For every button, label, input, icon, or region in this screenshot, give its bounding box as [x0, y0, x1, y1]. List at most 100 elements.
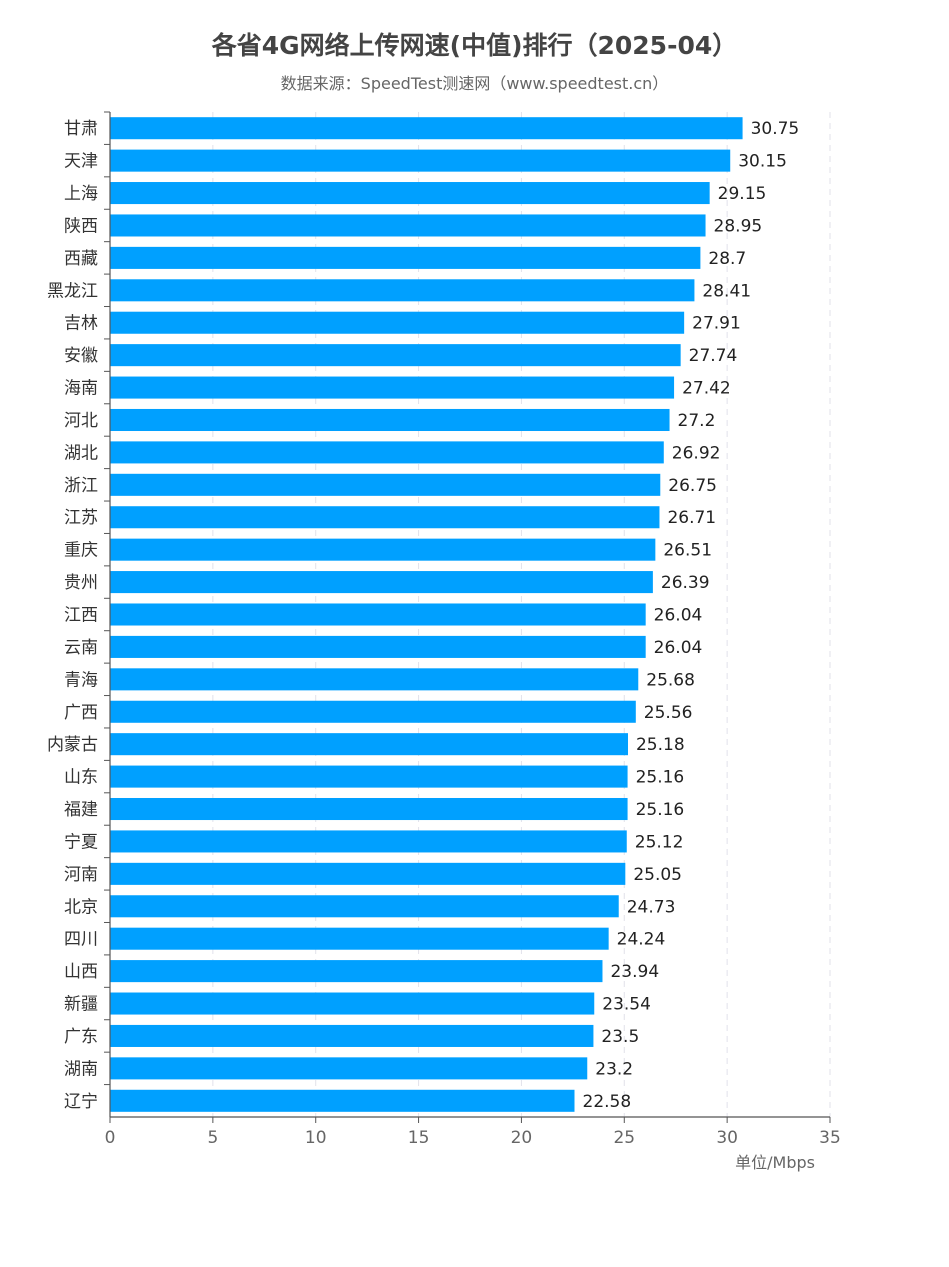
bar: [110, 1057, 588, 1080]
value-label: 26.39: [661, 573, 710, 593]
category-label: 湖北: [64, 443, 98, 463]
value-label: 25.56: [644, 703, 693, 723]
category-label: 上海: [64, 184, 98, 204]
value-label: 26.04: [654, 638, 703, 658]
category-label: 广东: [64, 1027, 98, 1047]
value-label: 30.15: [738, 152, 787, 172]
bar: [110, 344, 681, 367]
bars: [110, 117, 743, 1112]
category-label: 甘肃: [64, 119, 98, 139]
value-label: 23.94: [610, 962, 659, 982]
x-tick-label: 5: [207, 1128, 218, 1148]
axes: 0 5 10 15 20 25 30 35 甘肃 30.75 天津 30.15 上海 29.15 陕西 28.…: [47, 111, 841, 1148]
value-label: 30.75: [751, 119, 800, 139]
value-label: 23.2: [595, 1059, 633, 1079]
bar: [110, 765, 628, 788]
category-label: 安徽: [64, 346, 98, 366]
bar: [110, 408, 670, 432]
value-label: 25.16: [636, 800, 685, 820]
bar: [110, 473, 661, 496]
bar: [110, 214, 706, 237]
value-label: 27.74: [689, 346, 738, 366]
category-label: 河北: [64, 411, 98, 431]
value-label: 23.5: [601, 1027, 639, 1047]
category-label: 黑龙江: [47, 281, 98, 301]
value-label: 25.12: [635, 832, 684, 852]
category-label: 海南: [64, 379, 98, 399]
bar: [110, 311, 685, 334]
bar: [110, 895, 619, 918]
value-label: 25.05: [633, 865, 682, 885]
x-tick-label: 10: [305, 1128, 327, 1148]
value-label: 29.15: [718, 184, 767, 204]
bar: [110, 149, 731, 172]
bar: [110, 376, 675, 399]
value-label: 25.16: [636, 768, 685, 788]
category-label: 浙江: [64, 476, 98, 496]
chart-title: 各省4G网络上传网速(中值)排行（2025-04）: [211, 31, 738, 60]
value-label: 27.2: [678, 411, 716, 431]
bar: [110, 862, 626, 885]
value-label: 27.91: [692, 314, 741, 334]
value-label: 26.71: [667, 508, 716, 528]
bar: [110, 279, 695, 302]
value-label: 25.68: [646, 670, 695, 690]
value-label: 23.54: [602, 995, 651, 1015]
x-tick-label: 15: [408, 1128, 430, 1148]
value-label: 24.73: [627, 897, 676, 917]
category-label: 西藏: [64, 249, 98, 269]
bar: [110, 927, 609, 950]
category-label: 宁夏: [64, 832, 98, 852]
bar: [110, 1024, 594, 1047]
value-label: 26.04: [654, 606, 703, 626]
value-label: 24.24: [617, 930, 666, 950]
bar: [110, 538, 656, 561]
x-tick-label: 25: [613, 1128, 635, 1148]
category-label: 天津: [64, 152, 98, 172]
x-tick-label: 35: [819, 1128, 841, 1148]
category-label: 江西: [64, 606, 98, 626]
value-label: 28.7: [708, 249, 746, 269]
category-label: 陕西: [64, 216, 98, 236]
category-label: 吉林: [64, 314, 98, 334]
value-label: 27.42: [682, 379, 731, 399]
value-label: 26.75: [668, 476, 717, 496]
category-label: 新疆: [64, 995, 98, 1015]
chart-subtitle: 数据来源：SpeedTest测速网（www.speedtest.cn）: [280, 74, 669, 93]
bar: [110, 117, 743, 140]
category-label: 北京: [64, 897, 98, 917]
bar: [110, 797, 628, 821]
bar: [110, 700, 636, 723]
x-tick-label: 20: [511, 1128, 533, 1148]
bar: [110, 506, 660, 529]
bar: [110, 668, 639, 691]
category-label: 重庆: [64, 541, 98, 561]
category-label: 福建: [64, 800, 98, 820]
value-label: 25.18: [636, 735, 685, 755]
bar: [110, 571, 653, 594]
x-tick-label: 30: [716, 1128, 738, 1148]
bar: [110, 733, 628, 756]
value-label: 22.58: [583, 1092, 632, 1112]
bar: [110, 992, 595, 1015]
bar: [110, 603, 646, 626]
category-label: 辽宁: [64, 1092, 98, 1112]
category-label: 湖南: [64, 1059, 98, 1079]
bar: [110, 635, 646, 658]
category-label: 贵州: [64, 573, 98, 593]
x-tick-label: 0: [105, 1128, 116, 1148]
unit-label: 单位/Mbps: [735, 1153, 815, 1172]
bar: [110, 246, 701, 269]
category-label: 广西: [64, 703, 98, 723]
value-label: 26.92: [672, 443, 721, 463]
bar: [110, 960, 603, 983]
bar: [110, 830, 627, 853]
category-label: 青海: [64, 670, 98, 690]
category-label: 河南: [64, 865, 98, 885]
value-label: 28.95: [714, 216, 763, 236]
value-label: 26.51: [663, 541, 712, 561]
category-label: 山西: [64, 962, 98, 982]
bar: [110, 441, 664, 464]
value-label: 28.41: [702, 281, 751, 301]
